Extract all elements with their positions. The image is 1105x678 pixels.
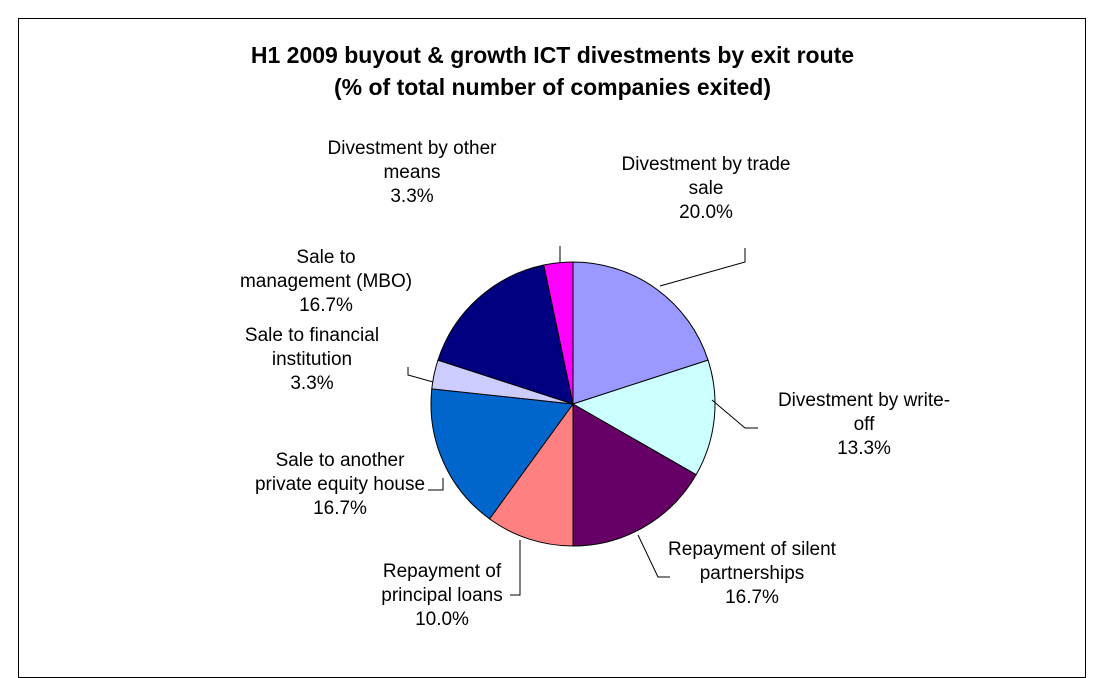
chart-title: H1 2009 buyout & growth ICT divestments … [250, 42, 855, 68]
slice-category-label: Repayment of silent [668, 539, 837, 560]
slice-label-group: Repayment of principal loans 10.0% [381, 561, 502, 630]
slice-category-label: institution [272, 349, 352, 370]
slice-label-group: Sale to another private equity house 16.7% [255, 450, 425, 519]
slice-value-label: 16.7% [299, 295, 353, 316]
slice-category-label: off [854, 414, 876, 435]
slice-value-label: 16.7% [725, 587, 779, 608]
pie-slice [488, 402, 574, 547]
slice-category-label: private equity house [255, 474, 425, 495]
slice-value-label: 10.0% [415, 609, 469, 630]
slice-category-label: Sale to another [276, 450, 406, 471]
pie-slice [572, 261, 709, 405]
slice-category-label: Repayment of [383, 561, 502, 582]
slice-category-label: Sale to financial [245, 325, 379, 346]
slice-label-group: Divestment by other means 3.3% [328, 138, 498, 207]
leader-line [407, 367, 434, 383]
leader-line [637, 534, 670, 578]
slice-category-label: Divestment by write- [778, 390, 950, 411]
slice-label-group: Repayment of silent partnerships 16.7% [668, 539, 837, 608]
pie-slice [437, 264, 574, 405]
slice-category-label: principal loans [381, 585, 502, 606]
leader-line [711, 399, 758, 429]
slice-category-label: means [383, 162, 440, 183]
chart-subtitle: (% of total number of companies exited) [333, 74, 772, 100]
leader-line [428, 478, 444, 491]
slice-label-group: Sale to management (MBO) 16.7% [240, 247, 412, 316]
slice-category-label: Divestment by trade [622, 154, 791, 175]
slice-value-label: 13.3% [837, 438, 891, 459]
slice-category-label: management (MBO) [240, 271, 412, 292]
slice-label-group: Divestment by write-off 13.3% [778, 390, 950, 459]
slice-category-label: sale [689, 178, 724, 199]
slice-label-group: Divestment by trade sale 20.0% [622, 154, 791, 223]
leader-line [659, 248, 746, 287]
pie-slice [571, 359, 716, 476]
slice-category-label: Sale to [296, 247, 355, 268]
pie-slice [430, 388, 574, 520]
slice-value-label: 3.3% [290, 373, 333, 394]
slice-value-label: 3.3% [390, 186, 433, 207]
slice-category-label: partnerships [700, 563, 805, 584]
leader-line [510, 540, 521, 596]
slice-label-group: Sale to financial institution 3.3% [245, 325, 379, 394]
slice-category-label: Divestment by other [328, 138, 498, 159]
pie-slice [543, 261, 574, 405]
slice-value-label: 16.7% [313, 498, 367, 519]
pie-slice [572, 403, 697, 547]
slice-value-label: 20.0% [679, 202, 733, 223]
